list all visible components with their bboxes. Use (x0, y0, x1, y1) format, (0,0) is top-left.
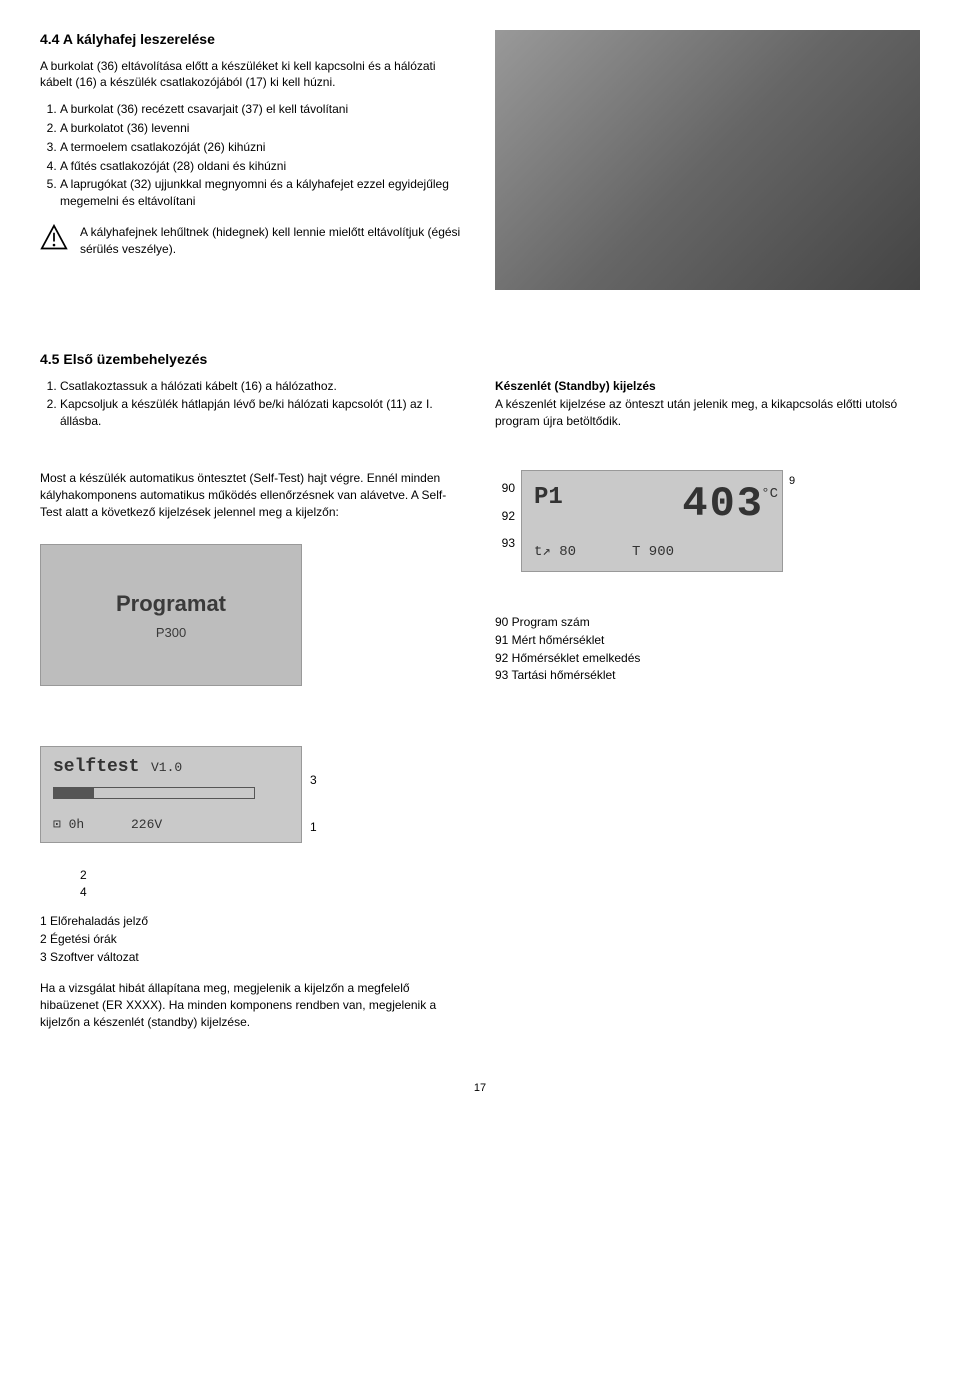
callout-92: 92 (495, 508, 515, 525)
step-item: A burkolat (36) recézett csavarjait (37)… (60, 101, 465, 118)
callout-90: 90 (495, 480, 515, 497)
standby-text: A készenlét kijelzése az önteszt után je… (495, 396, 920, 430)
selftest-hours: ⊡ 0h (53, 816, 84, 834)
section-4-4-steps: A burkolat (36) recézett csavarjait (37)… (40, 101, 465, 210)
standby-heading: Készenlét (Standby) kijelzés (495, 378, 920, 395)
display-legend: 90 Program szám 91 Mért hőmérséklet 92 H… (495, 614, 920, 684)
selftest-volt: 226V (131, 816, 162, 834)
callout-4: 4 (80, 884, 920, 901)
step-item: Kapcsoljuk a készülék hátlapján lévő be/… (60, 396, 465, 430)
legend-item: 90 Program szám (495, 614, 920, 631)
furnace-photo (495, 30, 920, 290)
legend-item: 3 Szoftver változat (40, 949, 920, 966)
legend-item: 92 Hőmérséklet emelkedés (495, 650, 920, 667)
display-temp: 403 (682, 475, 764, 534)
display-ramp: t↗ 80 (534, 543, 576, 563)
final-paragraph: Ha a vizsgálat hibát állapítana meg, meg… (40, 980, 460, 1030)
section-4-4-title: 4.4 A kályhafej leszerelése (40, 30, 465, 50)
selftest-version: V1.0 (151, 759, 182, 777)
callout-93: 93 (495, 535, 515, 552)
selftest-legend: 1 Előrehaladás jelző 2 Égetési órák 3 Sz… (40, 913, 920, 965)
display-hold: T 900 (632, 543, 674, 563)
programat-sub: P300 (156, 624, 186, 642)
programat-screenshot: Programat P300 (40, 544, 302, 686)
selftest-progress-bar (53, 787, 255, 799)
display-unit: °C (761, 485, 778, 505)
callout-3: 3 (310, 772, 317, 789)
legend-item: 93 Tartási hőmérséklet (495, 667, 920, 684)
programat-title: Programat (116, 589, 226, 620)
warning-text: A kályhafejnek lehűltnek (hidegnek) kell… (80, 224, 465, 258)
standby-display: P1 403 °C t↗ 80 T 900 (521, 470, 783, 572)
step-item: A fűtés csatlakozóját (28) oldani és kih… (60, 158, 465, 175)
section-4-4-intro: A burkolat (36) eltávolítása előtt a kés… (40, 58, 465, 92)
callout-1: 1 (310, 819, 317, 836)
section-4-5-title: 4.5 Első üzembehelyezés (40, 350, 920, 370)
callout-2: 2 (80, 867, 920, 884)
page-number: 17 (40, 1081, 920, 1096)
selftest-title: selftest (53, 755, 139, 780)
step-item: Csatlakoztassuk a hálózati kábelt (16) a… (60, 378, 465, 395)
legend-item: 2 Égetési órák (40, 931, 920, 948)
step-item: A laprugókat (32) ujjunkkal megnyomni és… (60, 176, 465, 210)
selftest-paragraph: Most a készülék automatikus öntesztet (S… (40, 470, 465, 520)
step-item: A termoelem csatlakozóját (26) kihúzni (60, 139, 465, 156)
display-program: P1 (534, 481, 563, 515)
legend-item: 91 Mért hőmérséklet (495, 632, 920, 649)
warning-icon (40, 224, 70, 258)
selftest-display: selftest V1.0 ⊡ 0h 226V (40, 746, 302, 843)
step-item: A burkolatot (36) levenni (60, 120, 465, 137)
section-4-5-steps: Csatlakoztassuk a hálózati kábelt (16) a… (40, 378, 465, 430)
callout-9: 9 (789, 470, 813, 572)
legend-item: 1 Előrehaladás jelző (40, 913, 920, 930)
